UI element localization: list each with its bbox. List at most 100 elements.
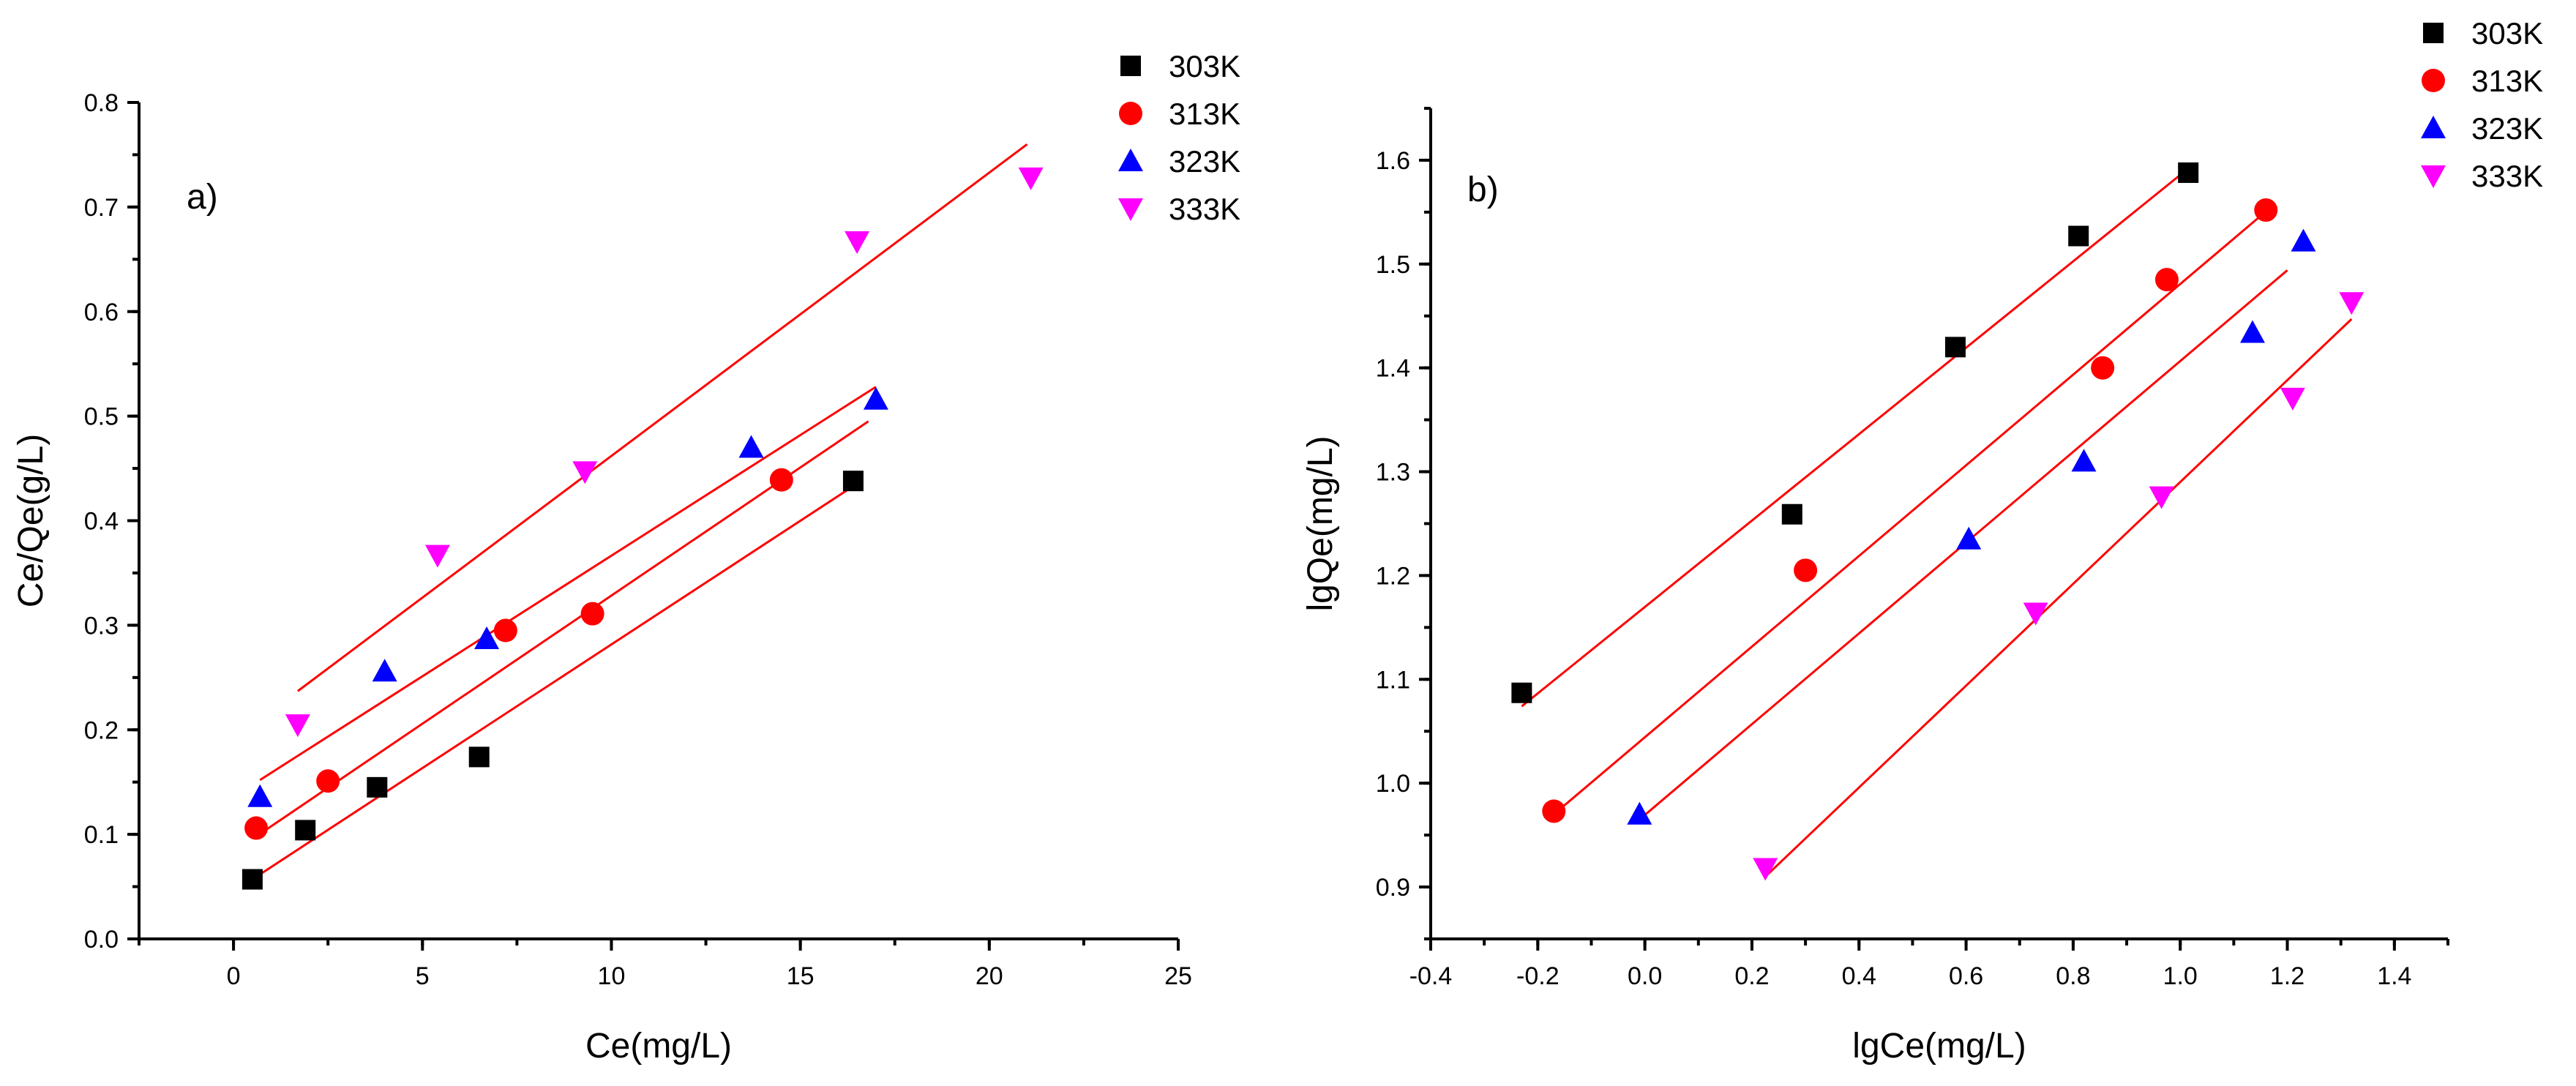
panel-a-x-tick-label: 0 (227, 962, 241, 990)
panel-b-legend-label-313K: 313K (2471, 64, 2543, 98)
panel-b-point-303K (2178, 162, 2199, 183)
panel-a-chart: 0 5 10 15 20 25 0.0 0.1 0.2 0.3 0.4 0.5 0.6 0.7 0.8 Ce(… (12, 49, 1240, 1066)
panel-a-point-313K (244, 816, 269, 840)
panel-a-legend-label-303K: 303K (1169, 49, 1240, 83)
panel-b-y-tick-label: 1.1 (1376, 666, 1410, 694)
panel-b-series-333K (1753, 292, 2365, 881)
panel-a-fit-line-303K (252, 485, 854, 880)
panel-a-point-303K (295, 820, 316, 841)
panel-a-legend-label-313K: 313K (1169, 97, 1240, 131)
panel-a-point-323K (738, 435, 764, 458)
panel-b-point-303K (1944, 337, 1966, 358)
panel-b-x-tick-label: 1.2 (2270, 962, 2304, 990)
panel-a-legend-marker-313K (1119, 102, 1142, 125)
panel-b-legend-label-303K: 303K (2471, 16, 2543, 50)
panel-a-point-333K (572, 461, 598, 484)
panel-a-legend-marker-323K (1118, 149, 1143, 171)
panel-a-point-303K (367, 776, 388, 798)
panel-a-y-tick-label: 0.0 (84, 926, 119, 954)
panel-a-point-313K (493, 618, 517, 643)
panel-b-fit-line-313K (1553, 206, 2272, 815)
panel-b-panel-label: b) (1467, 171, 1499, 209)
panel-b-x-tick-label: 1.4 (2377, 962, 2411, 990)
panel-b-y-tick-label: 1.5 (1376, 251, 1410, 279)
panel-b-y-tick-label: 1.3 (1376, 459, 1410, 487)
panel-b-x-axis-title: lgCe(mg/L) (1852, 1027, 2026, 1066)
panel-a-point-333K (285, 714, 310, 738)
panel-b-x-tick-label: 1.0 (2163, 962, 2198, 990)
panel-b-y-axis-title: lgQe(mg/L) (1301, 435, 1340, 611)
panel-a-x-tick-label: 25 (1164, 962, 1192, 990)
panel-a-point-323K (247, 784, 273, 807)
panel-b-y-tick-label: 0.9 (1376, 874, 1410, 902)
panel-b-point-323K (1956, 526, 1982, 550)
panel-b-legend-marker-333K (2421, 165, 2446, 188)
panel-b-y-tick-label: 1.0 (1376, 770, 1410, 798)
panel-a-point-303K (842, 471, 864, 492)
panel-a-fit-line-313K (255, 420, 869, 838)
panel-b-legend-marker-323K (2421, 116, 2446, 138)
panel-b-x-tick-label: 0.0 (1628, 962, 1662, 990)
panel-b-point-313K (1542, 799, 1566, 823)
panel-b-chart: -0.4 -0.2 0.0 0.2 0.4 0.6 0.8 1.0 1.2 1.4 0.9 1.0 1.… (1301, 16, 2543, 1066)
panel-b-x-tick-label: 0.8 (2056, 962, 2090, 990)
panel-a-x-tick-label: 5 (416, 962, 430, 990)
panel-b-point-303K (1511, 682, 1532, 703)
panel-b-point-313K (1794, 558, 1818, 583)
panel-a-y-tick-label: 0.5 (84, 403, 119, 431)
panel-a-legend-label-333K: 333K (1169, 192, 1240, 226)
panel-b-point-313K (2254, 198, 2278, 222)
panel-a-y-tick-label: 0.8 (84, 89, 119, 117)
panel-b-x-tick-label: -0.4 (1409, 962, 1453, 990)
panel-b-point-333K (2023, 602, 2048, 626)
panel-b-legend-label-333K: 333K (2471, 159, 2543, 193)
panel-b-point-333K (2280, 387, 2305, 411)
panel-b-series-303K (1511, 162, 2199, 708)
panel-a-fit-line-333K (296, 143, 1028, 692)
panel-b-point-323K (2239, 320, 2265, 343)
panel-a-point-313K (316, 769, 340, 793)
panel-b-point-323K (2291, 228, 2316, 252)
panel-b-point-333K (1753, 858, 1778, 881)
panel-a-series-323K (247, 386, 888, 807)
panel-b-point-323K (1627, 801, 1652, 825)
panel-a-y-tick-label: 0.7 (84, 194, 119, 222)
panel-b-x-tick-label: 0.2 (1734, 962, 1769, 990)
panel-a-y-tick-label: 0.1 (84, 821, 119, 849)
panel-b-point-303K (2068, 225, 2089, 247)
panel-b-point-333K (2339, 292, 2365, 315)
panel-a-legend-label-323K: 323K (1169, 144, 1240, 179)
panel-b-point-313K (2091, 356, 2115, 380)
panel-a-fit-line-323K (259, 386, 877, 782)
panel-a-point-323K (474, 626, 500, 649)
panel-a-point-323K (372, 659, 397, 682)
panel-a-point-303K (242, 869, 263, 890)
panel-a-x-tick-label: 10 (598, 962, 626, 990)
panel-a-legend-marker-333K (1118, 198, 1143, 221)
panel-a-y-tick-label: 0.4 (84, 508, 119, 536)
panel-a-y-tick-label: 0.2 (84, 716, 119, 744)
panel-b-legend-marker-313K (2422, 69, 2445, 92)
panel-b-series-313K (1542, 198, 2278, 823)
panel-a-x-tick-label: 20 (976, 962, 1003, 990)
panel-b-point-333K (2149, 486, 2174, 509)
panel-b-x-tick-label: 0.4 (1842, 962, 1876, 990)
panel-a-y-axis-title: Ce/Qe(g/L) (12, 434, 50, 607)
panel-b-series-323K (1627, 228, 2316, 825)
panel-b-y-tick-label: 1.6 (1376, 147, 1410, 175)
panel-a-legend-marker-303K (1120, 56, 1141, 76)
panel-b-y-tick-label: 1.4 (1376, 355, 1410, 383)
panel-b-fit-line-303K (1521, 169, 2187, 708)
panel-a-series-313K (244, 420, 869, 840)
panel-a-series-333K (285, 143, 1044, 738)
panel-a-point-303K (468, 746, 490, 768)
panel-b-x-tick-label: 0.6 (1949, 962, 1983, 990)
panel-a-panel-label: a) (187, 178, 218, 217)
panel-a-point-313K (769, 468, 793, 492)
panel-a-x-tick-label: 15 (787, 962, 815, 990)
panel-a-y-tick-label: 0.6 (84, 299, 119, 326)
panel-b-point-323K (2071, 449, 2097, 472)
panel-b-fit-line-333K (1764, 318, 2353, 877)
panel-b-point-303K (1781, 503, 1802, 525)
